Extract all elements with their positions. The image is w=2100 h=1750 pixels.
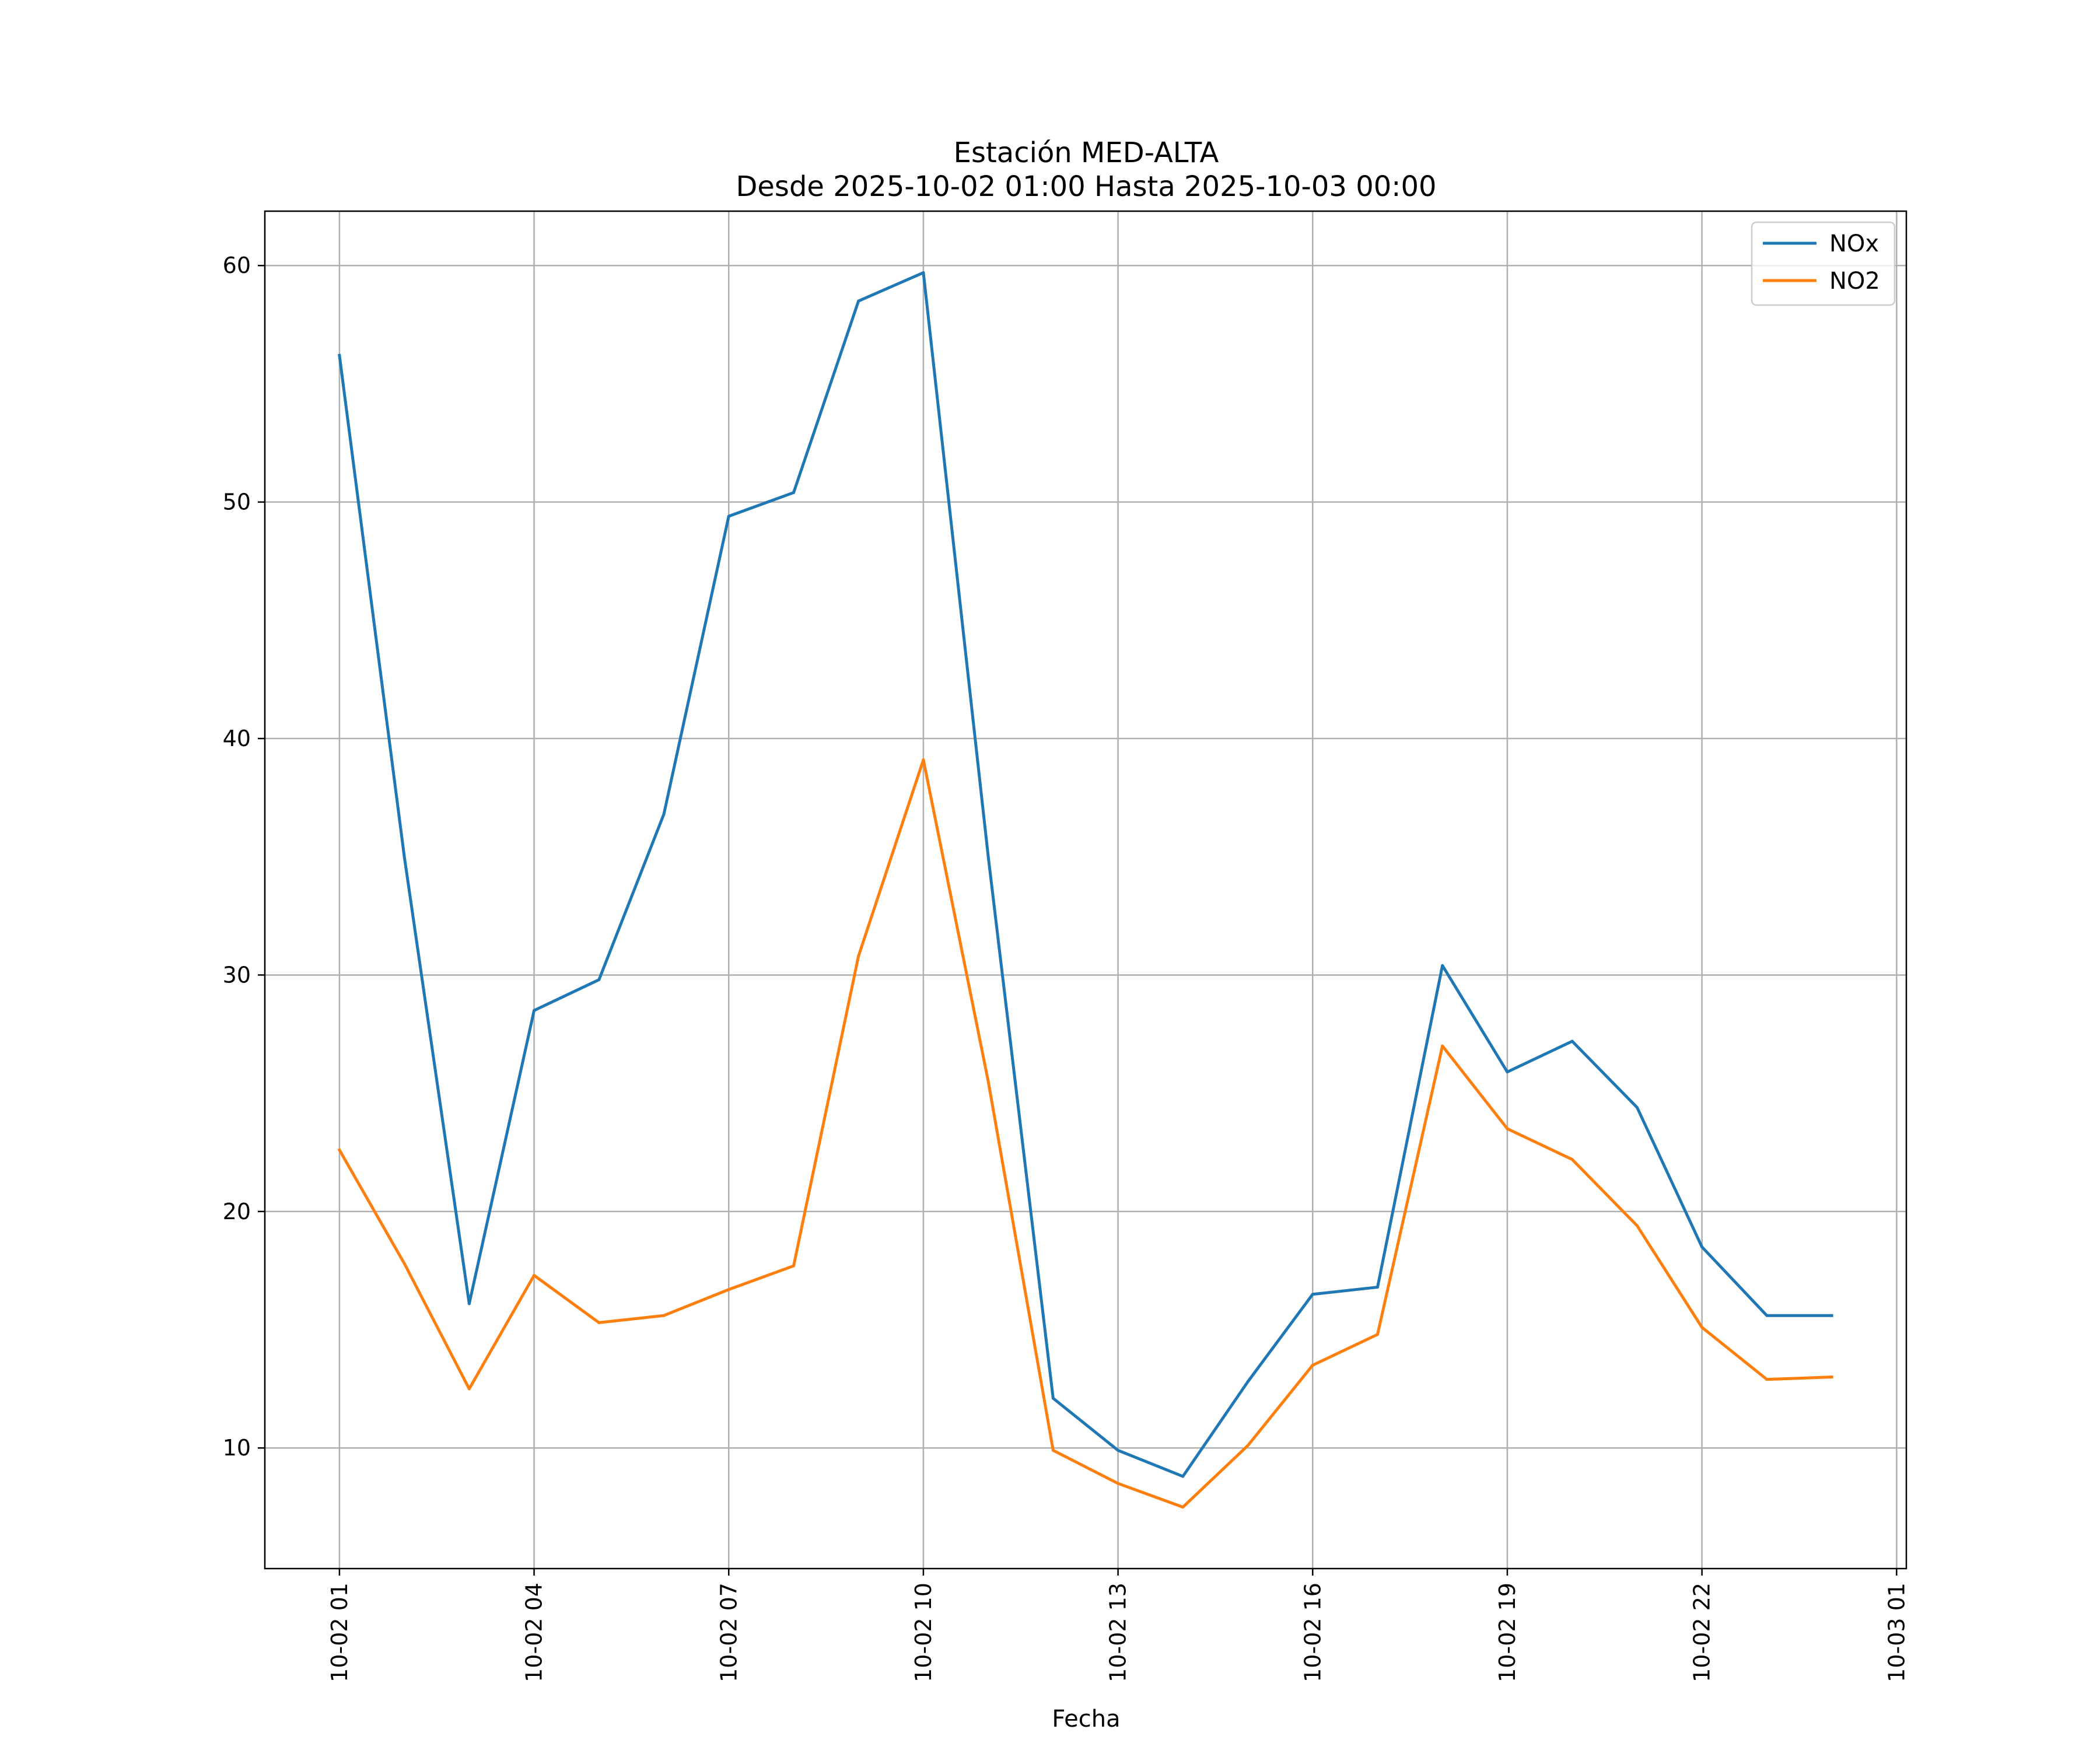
data-point-no2 <box>338 1148 341 1152</box>
data-point-nox <box>1570 1040 1574 1043</box>
data-point-nox <box>597 978 601 982</box>
data-point-no2 <box>662 1314 666 1317</box>
y-tick-label: 10 <box>223 1435 251 1461</box>
legend-label-no2: NO2 <box>1829 268 1880 295</box>
y-tick-label: 60 <box>223 253 251 278</box>
legend-label-nox: NOx <box>1829 230 1879 257</box>
data-point-nox <box>1830 1314 1833 1317</box>
data-point-nox <box>1635 1105 1639 1109</box>
data-point-nox <box>467 1302 471 1306</box>
chart-title: Estación MED-ALTA <box>954 136 1219 169</box>
y-tick-label: 20 <box>223 1199 251 1224</box>
plot-area-frame <box>264 210 1908 1570</box>
data-point-nox <box>727 514 730 518</box>
data-point-no2 <box>792 1264 795 1268</box>
chart-subtitle: Desde 2025-10-02 01:00 Hasta 2025-10-03 … <box>736 170 1436 203</box>
data-point-nox <box>338 354 341 357</box>
x-tick-label: 10-02 04 <box>522 1583 547 1682</box>
data-point-nox <box>1506 1070 1509 1074</box>
data-point-no2 <box>1506 1127 1509 1130</box>
series-line-no2 <box>337 758 1833 1509</box>
data-point-no2 <box>1246 1444 1250 1447</box>
data-point-no2 <box>727 1288 730 1292</box>
data-point-no2 <box>1765 1378 1769 1381</box>
data-point-nox <box>402 855 406 859</box>
x-tick-label: 10-02 19 <box>1494 1583 1520 1682</box>
data-point-no2 <box>1830 1376 1833 1379</box>
data-point-no2 <box>1635 1224 1639 1227</box>
data-point-nox <box>792 491 795 494</box>
data-point-no2 <box>1700 1325 1704 1329</box>
x-tick-label: 10-02 22 <box>1689 1583 1715 1682</box>
x-tick-label: 10-03 01 <box>1884 1583 1909 1682</box>
data-point-nox <box>922 271 925 274</box>
data-point-nox <box>1311 1293 1314 1296</box>
data-point-nox <box>1765 1314 1769 1317</box>
data-point-no2 <box>1570 1158 1574 1161</box>
data-point-nox <box>1700 1245 1704 1249</box>
data-point-nox <box>857 299 860 303</box>
data-point-nox <box>1181 1475 1185 1478</box>
data-point-no2 <box>402 1262 406 1265</box>
x-tick-label: 10-02 16 <box>1300 1583 1325 1682</box>
grid <box>265 211 1906 1569</box>
data-point-nox <box>1246 1380 1250 1384</box>
data-point-no2 <box>922 758 925 762</box>
x-tick-label: 10-02 13 <box>1105 1583 1131 1682</box>
data-point-no2 <box>467 1387 471 1391</box>
y-tick-label: 40 <box>223 726 251 751</box>
x-tick-label: 10-02 07 <box>716 1583 741 1682</box>
data-point-no2 <box>1051 1448 1055 1452</box>
y-tick-label: 30 <box>223 962 251 988</box>
data-point-no2 <box>533 1273 536 1277</box>
y-axis-ticks: 10 20 30 40 50 60 <box>223 253 265 1461</box>
data-point-nox <box>533 1009 536 1012</box>
data-point-nox <box>1116 1448 1120 1452</box>
series-layer <box>337 271 1833 1509</box>
legend: NOx NO2 <box>1751 221 1896 306</box>
data-point-no2 <box>1311 1363 1314 1367</box>
data-point-nox <box>662 813 666 816</box>
data-point-no2 <box>597 1321 601 1324</box>
data-point-nox <box>1376 1286 1380 1289</box>
y-tick-label: 50 <box>223 489 251 515</box>
data-point-nox <box>1051 1396 1055 1400</box>
data-point-no2 <box>857 954 860 958</box>
data-point-nox <box>1441 964 1444 967</box>
data-point-no2 <box>1441 1044 1444 1048</box>
data-point-no2 <box>986 1080 990 1083</box>
data-point-no2 <box>1181 1506 1185 1509</box>
data-point-no2 <box>1116 1482 1120 1485</box>
x-axis-label: Fecha <box>1052 1706 1120 1732</box>
x-tick-label: 10-02 10 <box>911 1583 936 1682</box>
data-point-nox <box>986 855 990 859</box>
series-line-nox <box>338 271 1833 1478</box>
x-tick-label: 10-02 01 <box>327 1583 352 1682</box>
data-point-no2 <box>1376 1333 1380 1336</box>
x-axis-ticks: 10-02 01 10-02 04 10-02 07 10-02 10 10-02 13… <box>327 1569 1909 1682</box>
